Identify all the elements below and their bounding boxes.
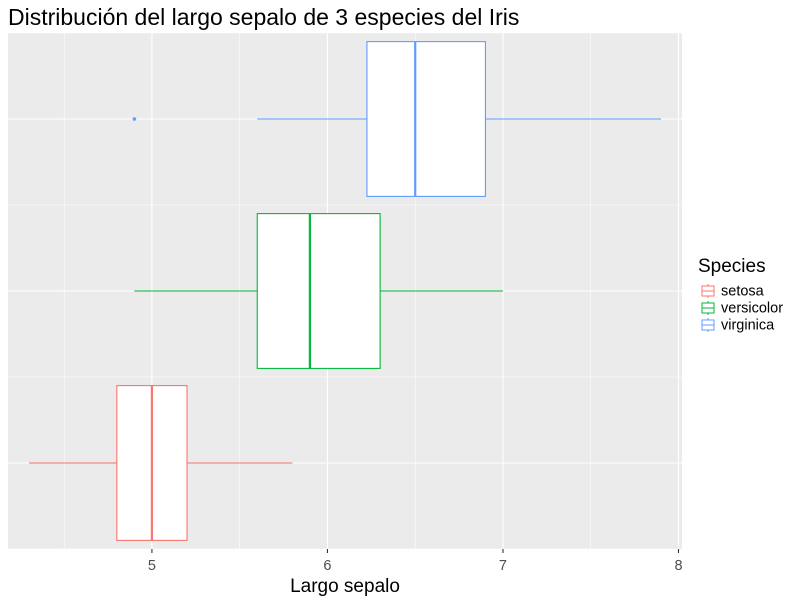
legend-item-versicolor: versicolor <box>701 301 783 317</box>
box-setosa <box>29 385 293 541</box>
box-iqr <box>256 213 381 369</box>
box-iqr <box>366 41 486 197</box>
legend-label: versicolor <box>721 301 783 317</box>
x-tick-label: 7 <box>499 558 507 574</box>
x-tick-label: 6 <box>323 558 331 574</box>
chart-title: Distribución del largo sepalo de 3 espec… <box>8 4 519 30</box>
outlier-point <box>132 117 137 121</box>
x-tick-label: 5 <box>148 558 156 574</box>
x-tick-label: 8 <box>674 558 682 574</box>
legend-label: virginica <box>721 318 775 334</box>
box-virginica <box>132 41 661 197</box>
x-axis-title: Largo sepalo <box>290 576 400 597</box>
legend-title: Species <box>698 256 766 277</box>
x-axis-ticks: 5 6 7 8 <box>148 549 683 574</box>
legend-item-virginica: virginica <box>701 318 775 334</box>
box-versicolor <box>134 213 503 369</box>
legend-label: setosa <box>721 284 765 300</box>
boxes <box>29 41 661 541</box>
legend-item-setosa: setosa <box>701 284 765 300</box>
